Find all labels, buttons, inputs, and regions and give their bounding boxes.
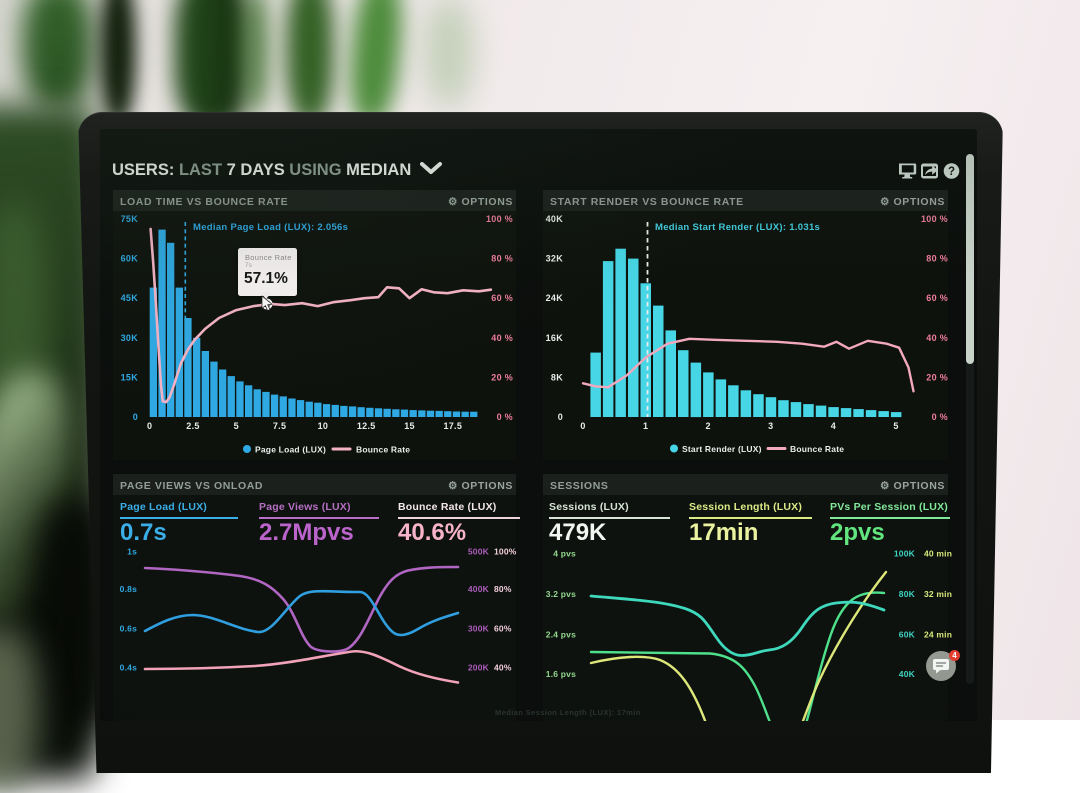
svg-text:60 %: 60 % — [926, 293, 948, 303]
svg-text:75K: 75K — [121, 214, 139, 224]
svg-text:32 min: 32 min — [924, 589, 952, 599]
svg-text:17.5: 17.5 — [443, 421, 462, 431]
svg-text:15: 15 — [404, 421, 415, 431]
svg-text:0: 0 — [147, 421, 152, 431]
svg-text:5: 5 — [893, 421, 898, 431]
svg-text:Bounce Rate: Bounce Rate — [356, 445, 410, 455]
svg-text:1: 1 — [643, 421, 648, 431]
svg-text:80 %: 80 % — [926, 254, 948, 264]
svg-text:7.5: 7.5 — [273, 421, 286, 431]
svg-text:45K: 45K — [121, 293, 139, 303]
svg-text:40 min: 40 min — [924, 549, 952, 559]
svg-text:200K: 200K — [468, 663, 490, 673]
svg-text:10: 10 — [318, 421, 329, 431]
svg-text:16K: 16K — [546, 333, 564, 343]
svg-text:80%: 80% — [494, 584, 512, 594]
svg-text:2.4 pvs: 2.4 pvs — [546, 630, 576, 640]
svg-text:0: 0 — [558, 412, 563, 422]
svg-text:60K: 60K — [121, 254, 139, 264]
svg-text:Page Load (LUX): Page Load (LUX) — [255, 445, 326, 455]
svg-text:100 %: 100 % — [921, 214, 948, 224]
svg-text:60%: 60% — [494, 624, 512, 634]
svg-text:100K: 100K — [894, 549, 916, 559]
svg-text:32K: 32K — [546, 254, 564, 264]
svg-text:40K: 40K — [546, 214, 564, 224]
svg-text:0.8s: 0.8s — [120, 584, 137, 594]
svg-text:0 %: 0 % — [932, 412, 948, 422]
svg-text:80 %: 80 % — [491, 254, 513, 264]
svg-text:Median Start Render (LUX): 1.0: Median Start Render (LUX): 1.031s — [655, 222, 820, 233]
svg-text:0: 0 — [580, 421, 585, 431]
svg-text:0.6s: 0.6s — [120, 624, 137, 634]
svg-text:Median Page Load (LUX): 2.056s: Median Page Load (LUX): 2.056s — [193, 222, 348, 233]
svg-text:100 %: 100 % — [486, 214, 513, 224]
svg-text:300K: 300K — [468, 624, 490, 634]
svg-text:60 %: 60 % — [491, 293, 513, 303]
svg-text:2.5: 2.5 — [186, 421, 199, 431]
svg-text:5: 5 — [234, 421, 239, 431]
svg-text:12.5: 12.5 — [357, 421, 376, 431]
svg-text:1s: 1s — [127, 547, 137, 557]
svg-text:40 %: 40 % — [926, 333, 948, 343]
svg-text:0: 0 — [133, 412, 138, 422]
svg-text:20 %: 20 % — [491, 372, 513, 382]
svg-text:15K: 15K — [121, 372, 139, 382]
svg-text:100%: 100% — [494, 547, 517, 557]
svg-text:20 %: 20 % — [926, 372, 948, 382]
svg-text:400K: 400K — [468, 584, 490, 594]
svg-text:40%: 40% — [494, 663, 512, 673]
svg-text:60K: 60K — [899, 630, 916, 640]
svg-text:3.2 pvs: 3.2 pvs — [546, 589, 576, 599]
svg-text:24 min: 24 min — [924, 630, 952, 640]
svg-text:0.4s: 0.4s — [120, 663, 137, 673]
svg-text:4: 4 — [831, 421, 836, 431]
svg-text:8K: 8K — [551, 372, 563, 382]
svg-text:2: 2 — [706, 421, 711, 431]
svg-text:0 %: 0 % — [497, 412, 513, 422]
svg-text:80K: 80K — [899, 589, 916, 599]
svg-text:24K: 24K — [546, 293, 564, 303]
svg-text:30K: 30K — [121, 333, 139, 343]
svg-text:40 %: 40 % — [491, 333, 513, 343]
svg-text:40K: 40K — [899, 669, 916, 679]
svg-text:Bounce Rate: Bounce Rate — [790, 444, 844, 454]
svg-text:1.6 pvs: 1.6 pvs — [546, 669, 576, 679]
svg-text:3: 3 — [768, 421, 773, 431]
svg-text:500K: 500K — [468, 547, 490, 557]
svg-text:Start Render (LUX): Start Render (LUX) — [682, 444, 762, 454]
svg-text:?: ? — [948, 166, 955, 178]
svg-text:4 pvs: 4 pvs — [553, 549, 576, 559]
